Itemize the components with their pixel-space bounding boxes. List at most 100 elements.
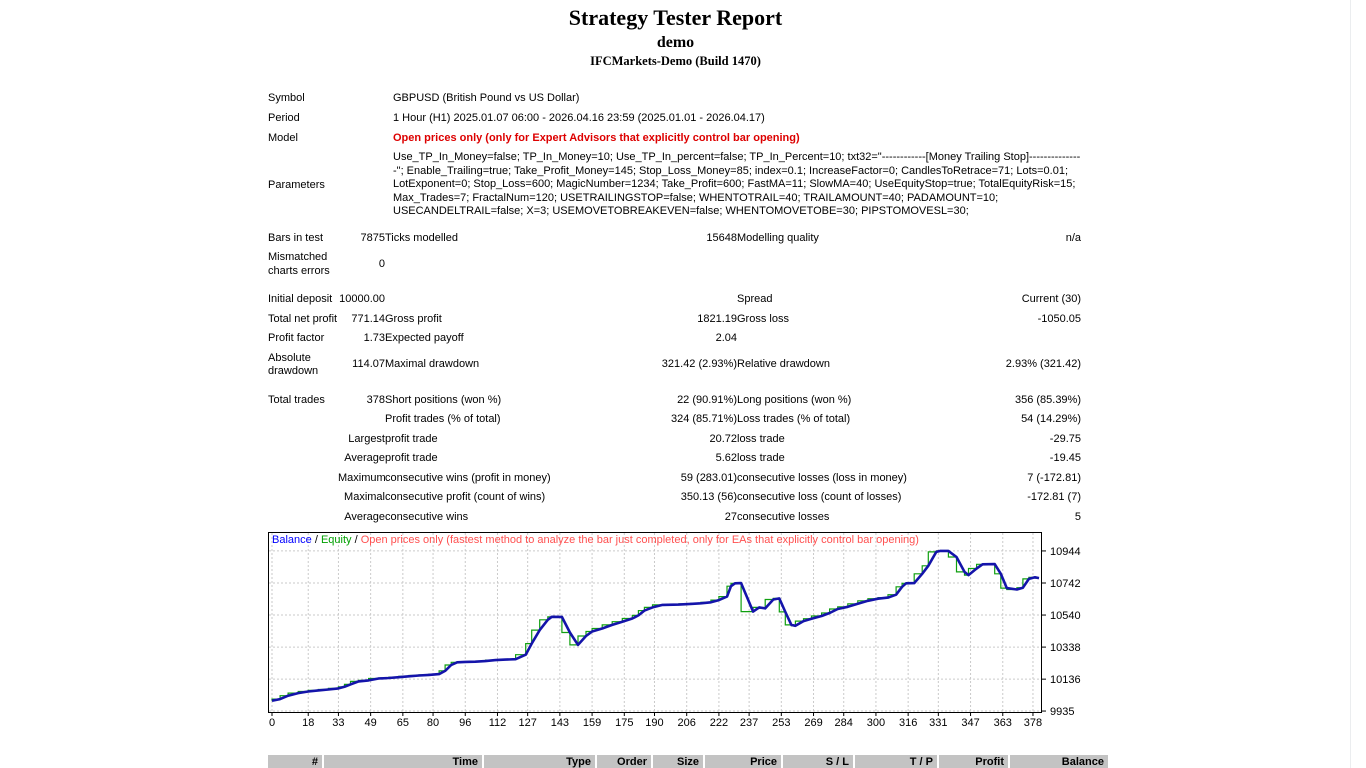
x-axis-label: 206 (677, 717, 696, 729)
stat-label: Absolute drawdown (268, 351, 319, 378)
stats-row: Maximum consecutive wins (profit in money… (268, 469, 1081, 489)
stat-value: -19.45 (1049, 452, 1081, 464)
stats-row: Absolute drawdown 114.07 Maximal drawdown 3… (268, 349, 1081, 382)
stat-label (737, 248, 961, 281)
stat-value: 356 (85.39%) (1014, 393, 1081, 406)
x-axis-label: 300 (866, 717, 886, 729)
period-row: Period 1 Hour (H1) 2025.01.07 06:00 - 20… (268, 108, 1081, 128)
x-axis-label: 378 (1023, 717, 1043, 729)
stat-value: -29.75 (1049, 432, 1081, 445)
stat-label (268, 469, 338, 489)
stat-label: loss trade (737, 452, 785, 464)
trades-header-cell-: # (268, 755, 322, 768)
trades-header-cell-price: Price (705, 755, 781, 768)
info-table: Symbol GBPUSD (British Pound vs US Dolla… (268, 88, 1081, 222)
vertical-scrollbar[interactable] (1350, 0, 1351, 768)
stat-label: Profit factor (268, 332, 325, 344)
x-axis-label: 175 (615, 717, 634, 729)
stat-label: Loss trades (% of total) (737, 413, 851, 425)
stat-label: profit trade (385, 432, 438, 445)
trades-header-cell-tp: T / P (855, 755, 937, 768)
stats-row: Total trades 378 Short positions (won %) 22… (268, 391, 1081, 411)
x-axis-label: 253 (772, 717, 791, 729)
stat-value: 5.62 (715, 452, 737, 464)
trades-header-cell-balance: Balance (1010, 755, 1108, 768)
x-axis-label: 159 (582, 717, 602, 729)
stat-value: Maximum (338, 471, 386, 484)
stat-value (597, 290, 737, 310)
chart-canvas (269, 533, 1046, 716)
stat-value (961, 248, 1081, 281)
stat-label: consecutive wins (385, 510, 469, 523)
x-axis-label: 0 (268, 717, 276, 729)
stat-label: Short positions (won %) (385, 393, 502, 406)
trades-header-cell-type: Type (484, 755, 595, 768)
x-axis-label: 127 (518, 717, 537, 729)
stat-label: consecutive wins (profit in money) (385, 471, 551, 484)
stat-value (338, 410, 385, 430)
balance-equity-chart: Balance / Equity / Open prices only (fas… (268, 532, 1081, 732)
x-axis-label: 316 (898, 717, 918, 729)
stat-label: Initial deposit (268, 293, 333, 305)
report-content: Symbol GBPUSD (British Pound vs US Dolla… (268, 88, 1081, 732)
stat-label: Total net profit (268, 312, 338, 325)
stats-row: Maximal consecutive profit (count of wins… (268, 488, 1081, 508)
stat-value: -172.81 (7) (1027, 491, 1081, 503)
trades-header-cell-time: Time (324, 755, 482, 768)
stats-spacer-row (268, 281, 1081, 290)
stat-label (268, 488, 338, 508)
x-axis-label: 222 (709, 717, 729, 729)
stat-value: 10000.00 (339, 293, 385, 305)
stat-value: 0 (378, 257, 385, 270)
parameters-row: Parameters Use_TP_In_Money=false; TP_In_… (268, 148, 1081, 222)
stat-value (597, 248, 737, 281)
stat-label: loss trade (737, 432, 785, 445)
stats-table-body: Bars in test 7875 Ticks modelled 15648 Model… (268, 229, 1081, 528)
stat-value: 321.42 (2.93%) (661, 358, 737, 371)
y-axis-label: 10338 (1050, 642, 1081, 655)
x-axis-label: 112 (488, 717, 507, 729)
stats-row: Mismatched charts errors 0 (268, 248, 1081, 281)
stats-spacer-row (268, 382, 1081, 391)
stat-value: 20.72 (709, 432, 737, 445)
stat-value: 114.07 (352, 358, 385, 371)
stat-label: Bars in test (268, 231, 324, 244)
stat-value: 2.93% (321.42) (1005, 358, 1081, 371)
stats-row: Profit trades (% of total) 324 (85.71%) Lo… (268, 410, 1081, 430)
stats-row: Bars in test 7875 Ticks modelled 15648 Model… (268, 229, 1081, 249)
stat-label: Long positions (won %) (737, 393, 852, 406)
stat-value: 15648 (706, 231, 737, 244)
stat-value: 54 (14.29%) (1021, 413, 1081, 425)
x-axis-label: 80 (426, 717, 440, 729)
stat-value: 324 (85.71%) (670, 413, 737, 425)
stats-row: Total net profit 771.14 Gross profit 1821.1… (268, 310, 1081, 330)
legend-item: Open prices only (fastest method to anal… (360, 534, 919, 546)
model-value: Open prices only (only for Expert Adviso… (393, 132, 800, 144)
legend-item: Balance (272, 534, 312, 546)
stats-row: Average profit trade 5.62 loss trade -19.45 (268, 449, 1081, 469)
legend-separator: / (311, 534, 321, 546)
stat-value: 7 (-172.81) (1027, 471, 1081, 484)
x-axis-label: 284 (834, 717, 853, 729)
y-axis-label: 10944 (1050, 545, 1081, 558)
stats-row: Initial deposit 10000.00 Spread Current (30… (268, 290, 1081, 310)
stats-table: Bars in test 7875 Ticks modelled 15648 Model… (268, 229, 1081, 528)
report-subtitle: demo (656, 34, 695, 51)
x-axis-label: 33 (332, 717, 345, 729)
x-axis-label: 237 (739, 717, 759, 729)
symbol-row: Symbol GBPUSD (British Pound vs US Dolla… (268, 88, 1081, 108)
stat-label: Gross loss (737, 312, 789, 325)
stat-value: 378 (366, 393, 385, 406)
stat-value: -1050.05 (1037, 312, 1081, 325)
stat-label: Profit trades (% of total) (385, 413, 501, 425)
x-axis-label: 347 (961, 717, 980, 729)
stats-row: Profit factor 1.73 Expected payoff 2.04 (268, 329, 1081, 349)
legend-item: Equity (320, 534, 352, 546)
stat-label: Modelling quality (737, 231, 819, 244)
stat-value: Average (344, 510, 385, 523)
stat-label: Mismatched charts errors (268, 251, 330, 277)
stat-value: 5 (1074, 510, 1081, 523)
x-axis-label: 65 (396, 717, 409, 729)
